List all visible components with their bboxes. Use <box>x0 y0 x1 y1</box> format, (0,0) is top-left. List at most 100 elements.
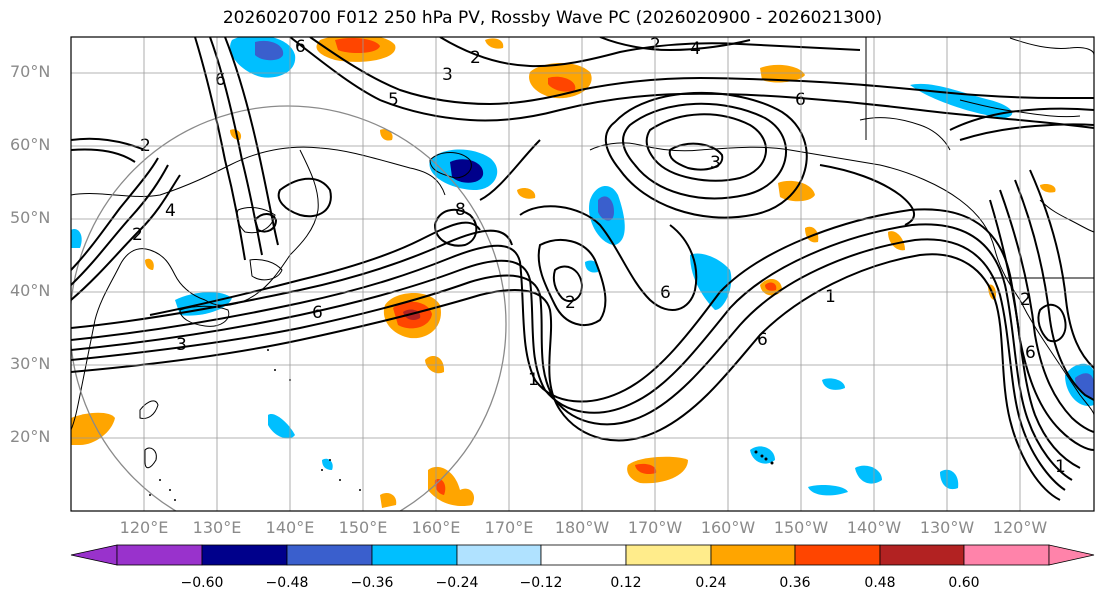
neg-anomaly <box>585 260 599 273</box>
lon-label: 140°E <box>265 518 315 537</box>
contour-label: 1 <box>528 370 539 390</box>
colorbar-swatch <box>116 544 203 566</box>
contour-label: 2 <box>132 225 143 245</box>
pos-anomaly <box>760 64 805 83</box>
contour-label: 3 <box>710 153 721 173</box>
colorbar <box>70 544 1095 566</box>
colorbar-swatch <box>201 544 288 566</box>
contour-label: 6 <box>757 330 768 350</box>
colorbar-tick-label: 0.12 <box>610 575 642 591</box>
neg-anomaly <box>690 253 732 310</box>
pos-anomaly <box>778 180 815 202</box>
lat-label: 50°N <box>10 208 51 227</box>
contour-label: 5 <box>388 90 399 110</box>
neg-anomaly <box>808 484 848 496</box>
colorbar-swatch <box>879 544 965 566</box>
neg-anomaly <box>322 458 333 470</box>
contour-label: 6 <box>660 283 671 303</box>
neg-anomaly <box>855 465 882 484</box>
colorbar-tick-label: 0.36 <box>779 575 811 591</box>
colorbar-tick-label: −0.24 <box>435 575 479 591</box>
colorbar-tick-label: 0.48 <box>864 575 896 591</box>
pos-anomaly <box>428 466 475 507</box>
neg-anomaly <box>822 378 845 390</box>
map-frame-bg <box>71 37 1094 511</box>
lon-label: 130°E <box>192 518 242 537</box>
radius-circle <box>71 105 507 511</box>
contour-label: 2 <box>470 48 481 68</box>
colorbar-swatch <box>456 544 542 566</box>
colorbar-extend-high <box>1048 544 1095 566</box>
contour-label: 1 <box>1055 457 1066 477</box>
map-title: 2026020700 F012 250 hPa PV, Rossby Wave … <box>222 8 883 28</box>
colorbar-swatch <box>371 544 458 566</box>
colorbar-extend-low <box>70 544 118 566</box>
colorbar-swatch <box>963 544 1050 566</box>
lon-label: 120°W <box>992 518 1048 537</box>
contour-label: 4 <box>690 39 701 59</box>
colorbar-tick-label: −0.36 <box>350 575 394 591</box>
contour-labels: 2 2 4 6 3 2 5 6 8 2 4 6 3 3 6 2 2 6 6 1 … <box>132 35 1066 477</box>
colorbar-tick-label: −0.48 <box>265 575 309 591</box>
contour-label: 2 <box>565 293 576 313</box>
lon-label: 120°E <box>119 518 169 537</box>
neg-anomaly-core <box>598 196 614 221</box>
neg-anomaly-core <box>1075 373 1094 398</box>
pos-anomaly-core <box>548 76 576 92</box>
pos-anomaly-core <box>765 282 777 291</box>
pos-anomaly-core <box>635 463 657 475</box>
pos-anomaly <box>485 38 504 49</box>
pos-anomaly <box>888 231 905 251</box>
map-border <box>70 36 1095 512</box>
pos-anomaly <box>145 258 154 270</box>
pos-anomaly <box>1040 183 1056 193</box>
lat-label: 70°N <box>10 62 51 81</box>
pos-anomaly <box>805 226 819 243</box>
contour-label: 4 <box>165 201 176 221</box>
neg-anomaly-core <box>255 40 284 61</box>
pos-anomaly <box>627 456 688 484</box>
contour-label: 6 <box>312 303 323 323</box>
colorbar-swatch <box>794 544 881 566</box>
colorbar-tick-label: −0.12 <box>519 575 563 591</box>
neg-anomaly <box>940 469 959 490</box>
contour-label: 6 <box>215 70 226 90</box>
neg-anomaly <box>71 229 82 248</box>
contour-label: 6 <box>295 37 306 57</box>
pos-anomaly <box>380 493 397 508</box>
neg-anomaly <box>268 414 295 439</box>
contour-label: 1 <box>825 287 836 307</box>
lon-label: 170°W <box>627 518 683 537</box>
pos-anomaly-core <box>335 38 380 54</box>
colorbar-tick-label: 0.24 <box>695 575 727 591</box>
lon-label: 130°W <box>919 518 975 537</box>
gridlines <box>71 37 1094 511</box>
lat-label: 60°N <box>10 135 51 154</box>
lon-label: 170°E <box>484 518 534 537</box>
colorbar-tick-label: −0.60 <box>180 575 224 591</box>
pos-anomaly <box>517 187 536 199</box>
lat-label: 30°N <box>10 354 51 373</box>
contour-label: 3 <box>442 65 453 85</box>
colorbar-swatch <box>286 544 373 566</box>
lon-label: 150°E <box>338 518 388 537</box>
lat-label: 40°N <box>10 281 51 300</box>
neg-anomaly-core <box>450 159 484 183</box>
lat-label: 20°N <box>10 427 51 446</box>
contour-label: 6 <box>795 90 806 110</box>
colorbar-swatch <box>625 544 712 566</box>
lon-label: 150°W <box>773 518 829 537</box>
colorbar-swatch <box>540 544 627 566</box>
pos-anomaly <box>380 129 393 141</box>
pos-anomaly <box>71 412 115 445</box>
contour-label: 2 <box>650 35 661 55</box>
lon-label: 180°W <box>554 518 610 537</box>
colorbar-tick-label: 0.60 <box>948 575 980 591</box>
lon-label: 160°W <box>700 518 756 537</box>
contour-label: 2 <box>1020 290 1031 310</box>
pv-anomaly-shading <box>71 37 1094 508</box>
pv-contours <box>71 37 1094 501</box>
contour-label: 8 <box>455 200 466 220</box>
small-islands <box>149 349 774 501</box>
